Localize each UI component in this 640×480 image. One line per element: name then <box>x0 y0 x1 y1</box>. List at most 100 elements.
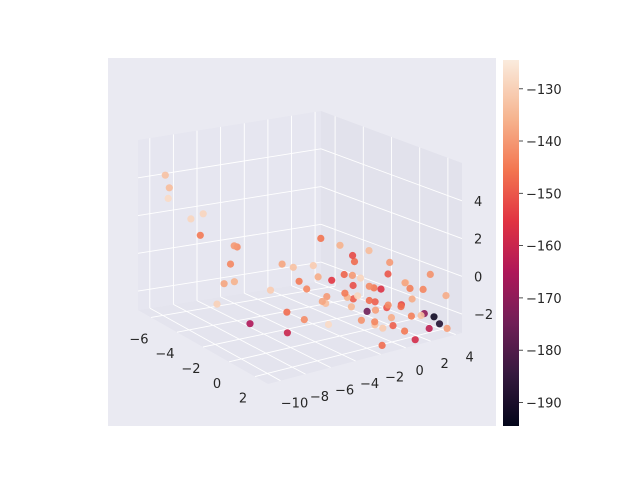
data-point-75 <box>266 286 275 294</box>
data-point-26 <box>365 296 373 305</box>
grid-y-floor-4 <box>244 292 381 355</box>
data-point-17 <box>341 289 349 297</box>
data-point-76 <box>283 308 291 316</box>
data-point-74 <box>406 284 414 292</box>
data-point-29 <box>371 298 379 306</box>
data-point-60 <box>246 320 254 328</box>
colorbar-tick-label-0: −130 <box>526 83 562 98</box>
colorbar-tick-label-4: −170 <box>526 292 562 307</box>
y-tick-label-5: 0 <box>416 364 424 379</box>
data-point-5 <box>196 231 204 239</box>
grid-y-floor-5 <box>267 288 406 349</box>
y-tick-label-4: −2 <box>385 370 404 385</box>
y-tick-label-3: −4 <box>360 377 379 392</box>
axis-grid <box>137 111 463 382</box>
y-tick-label-0: −10 <box>281 397 308 412</box>
data-point-6 <box>230 242 238 250</box>
data-point-28 <box>318 297 326 306</box>
colorbar-tick-label-6: −190 <box>526 397 562 412</box>
grid-y-floor-1 <box>173 304 306 375</box>
x-tick-label-0: −6 <box>129 332 148 347</box>
data-point-41 <box>389 322 397 330</box>
data-point-33 <box>397 303 405 311</box>
scatter-points <box>161 171 451 349</box>
y-tick-label-7: 4 <box>466 351 474 366</box>
data-point-21 <box>349 281 357 290</box>
data-point-30 <box>377 285 385 293</box>
x-tick-label-2: −2 <box>181 362 200 377</box>
data-point-48 <box>443 324 451 332</box>
data-point-35 <box>408 295 416 303</box>
data-point-0 <box>161 171 169 179</box>
data-point-50 <box>371 318 379 326</box>
colorbar-tick-label-5: −180 <box>526 344 562 359</box>
data-point-13 <box>309 262 317 270</box>
grid-z-right-1 <box>320 223 463 277</box>
colorbar-tick-label-1: −140 <box>526 135 562 150</box>
x-tick-label-4: 2 <box>239 392 247 407</box>
data-point-47 <box>411 336 419 344</box>
data-point-52 <box>347 303 355 311</box>
grid-z-left-1 <box>137 223 322 254</box>
data-point-46 <box>435 320 444 328</box>
data-point-53 <box>324 320 333 329</box>
data-point-37 <box>407 312 415 320</box>
left-wall-pane <box>138 111 321 310</box>
data-point-51 <box>387 314 395 322</box>
y-tick-label-2: −6 <box>335 384 354 399</box>
axis-tick-labels: −6 −4 −2 0 2 −10 −8 −6 −4 −2 0 2 4 −2 0 2 4 <box>129 195 493 412</box>
data-point-32 <box>371 306 380 314</box>
data-point-62 <box>349 251 357 260</box>
grid-y-floor-3 <box>220 296 356 362</box>
data-point-55 <box>323 293 331 301</box>
data-point-68 <box>386 258 394 266</box>
data-point-42 <box>430 313 438 321</box>
data-point-59 <box>283 329 291 337</box>
data-point-23 <box>365 282 373 290</box>
data-point-49 <box>378 341 386 349</box>
grid-x-floor-3 <box>228 316 420 363</box>
data-point-39 <box>417 311 425 320</box>
data-point-72 <box>426 270 434 278</box>
data-point-9 <box>278 260 286 268</box>
data-point-7 <box>226 260 235 268</box>
data-point-73 <box>442 292 450 300</box>
data-point-43 <box>425 324 433 333</box>
data-point-38 <box>357 316 365 324</box>
grid-z-left-3 <box>137 148 322 179</box>
grid-z-right-3 <box>320 148 463 202</box>
y-tick-label-1: −8 <box>310 390 329 405</box>
data-point-20 <box>348 271 356 279</box>
data-point-3 <box>187 215 195 223</box>
data-point-19 <box>220 280 228 288</box>
colorbar-tick-label-2: −150 <box>526 187 562 202</box>
data-point-71 <box>365 247 373 255</box>
grid-z-right-2 <box>320 186 463 240</box>
x-tick-label-3: 0 <box>213 377 221 392</box>
data-point-34 <box>363 307 371 315</box>
grid-z-left-2 <box>137 186 322 217</box>
data-point-14 <box>328 276 336 284</box>
grid-x-floor-2 <box>202 306 392 348</box>
data-point-77 <box>356 274 365 282</box>
data-point-44 <box>401 327 409 335</box>
data-point-1 <box>165 184 173 192</box>
colorbar-ticks: −130 −140 −150 −160 −170 −180 −190 <box>519 83 562 412</box>
data-point-69 <box>336 241 344 249</box>
data-point-11 <box>295 277 303 285</box>
data-point-2 <box>164 194 172 202</box>
grid-x-floor-4 <box>254 327 449 378</box>
grid-y-floor-0 <box>149 307 281 382</box>
data-point-67 <box>419 285 427 293</box>
data-point-10 <box>289 263 297 271</box>
data-point-65 <box>401 279 409 287</box>
grid-y-floor-2 <box>196 300 331 368</box>
colorbar-gradient <box>503 60 519 426</box>
colorbar-tick-label-3: −160 <box>526 240 562 255</box>
data-point-4 <box>199 210 207 218</box>
data-point-61 <box>213 300 221 308</box>
data-point-31 <box>384 301 392 309</box>
z-tick-label-1: 0 <box>474 270 482 285</box>
z-tick-label-3: 4 <box>474 195 482 210</box>
